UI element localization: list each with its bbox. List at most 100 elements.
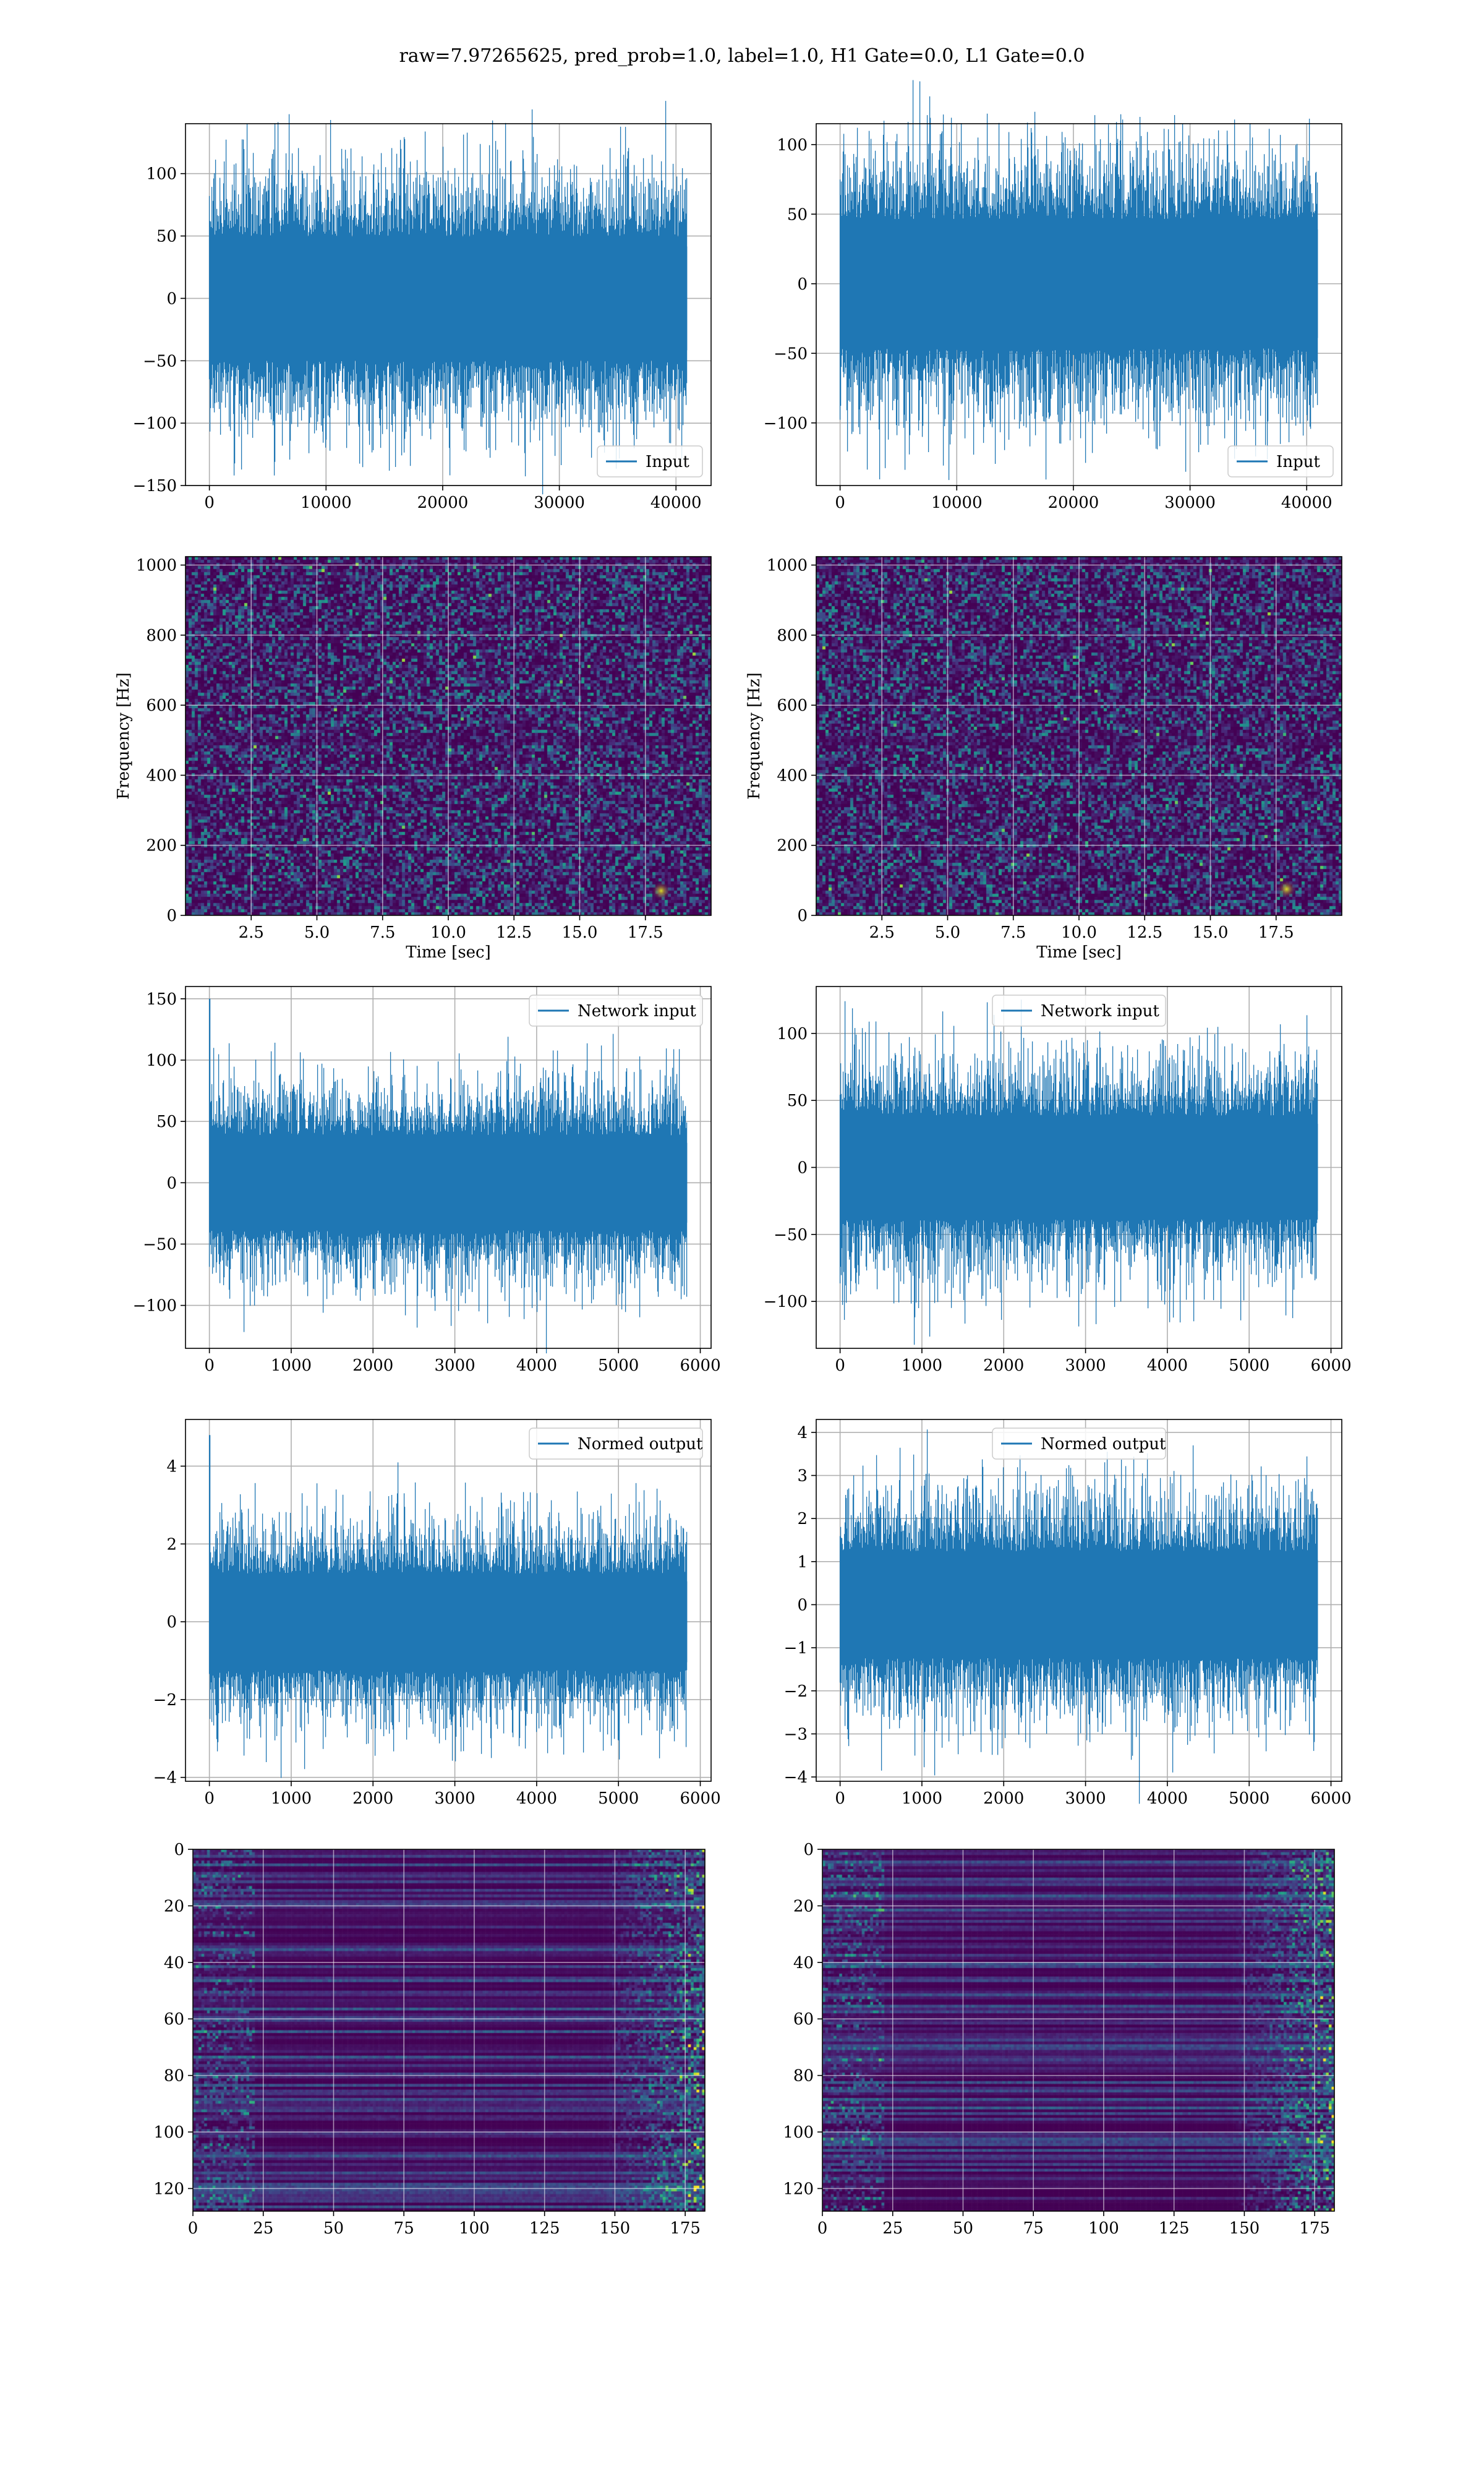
x-tick-label: 17.5 [1258, 923, 1294, 942]
x-tick-label: 75 [1023, 2219, 1044, 2238]
y-tick-label: 20 [164, 1897, 184, 1915]
axes-frame [185, 1419, 712, 1782]
series-line [208, 998, 688, 1354]
x-tick-label: 3000 [1065, 1356, 1106, 1375]
y-tick-label: 4 [166, 1457, 177, 1476]
x-tick-label: 0 [817, 2219, 828, 2238]
y-tick-label: 100 [146, 1051, 177, 1070]
x-tick-label: 100 [459, 2219, 490, 2238]
panel-input-h1: Input 0 10000 20000 30000 40000 −150 −100 −50 0 50… [133, 101, 712, 512]
x-tick-label: 150 [600, 2219, 631, 2238]
legend-box [529, 995, 703, 1027]
x-tick-label: 5000 [598, 1789, 639, 1808]
y-tick-label: 0 [166, 1174, 177, 1192]
y-tick-label: 100 [777, 1025, 808, 1043]
heatmap-canvas [822, 1849, 1334, 2211]
panel-feat-l1: 0 25 50 75 100 125 150 175 0 20 40 60 80 100 120 [783, 1841, 1335, 2238]
y-tick-label: 80 [793, 2067, 814, 2086]
x-tick-label: 100 [1088, 2219, 1119, 2238]
axes-frame [822, 1849, 1335, 2212]
y-tick-label: 40 [793, 1954, 814, 1972]
heatmap-image [193, 1849, 705, 2211]
y-tick-label: 800 [146, 627, 177, 645]
x-tick-label: 0 [835, 1356, 845, 1375]
x-tick-label: 2000 [983, 1789, 1024, 1808]
x-tick-label: 1000 [902, 1356, 942, 1375]
panel-spec-l1: 2.5 5.0 7.5 10.0 12.5 15.0 17.5 0 200 400 600 800 10… [745, 556, 1342, 962]
y-tick-label: 800 [777, 627, 808, 645]
legend-box [1227, 445, 1334, 477]
x-tick-label: 125 [1159, 2219, 1190, 2238]
y-tick-label: 20 [793, 1897, 814, 1915]
x-tick-label: 4000 [516, 1789, 557, 1808]
y-tick-label: 600 [146, 696, 177, 715]
legend-label: Input [646, 453, 689, 471]
panel-spec-h1: 2.5 5.0 7.5 10.0 12.5 15.0 17.5 0 200 400 600 800 10… [114, 556, 712, 962]
axes-frame [185, 123, 712, 486]
x-tick-label: 2000 [983, 1356, 1024, 1375]
y-tick-label: 60 [164, 2010, 184, 2029]
y-tick-label: −2 [153, 1691, 177, 1710]
y-tick-label: −150 [133, 477, 177, 495]
heatmap-canvas [193, 1849, 705, 2211]
x-tick-label: 3000 [434, 1356, 475, 1375]
panel-norm-l1: Normed output 0 1000 2000 3000 4000 5000 6000 −4… [784, 1419, 1352, 1808]
x-tick-label: 5000 [1229, 1356, 1269, 1375]
y-tick-label: 120 [783, 2180, 814, 2198]
y-tick-label: −100 [133, 414, 177, 433]
panel-norm-h1: Normed output 0 1000 2000 3000 4000 5000 6000 −4… [153, 1419, 721, 1808]
legend: Network input [992, 995, 1166, 1027]
legend: Network input [529, 995, 703, 1027]
y-tick-label: 50 [787, 1092, 808, 1110]
y-tick-label: 100 [153, 2123, 184, 2142]
y-tick-label: 50 [787, 205, 808, 224]
x-tick-label: 75 [394, 2219, 414, 2238]
x-tick-label: 2000 [352, 1356, 393, 1375]
y-tick-label: −2 [784, 1682, 808, 1701]
y-tick-label: 200 [146, 837, 177, 855]
y-tick-label: 0 [797, 1596, 808, 1614]
y-tick-label: −1 [784, 1639, 808, 1658]
series-line [208, 101, 688, 495]
x-tick-label: 0 [835, 494, 845, 512]
x-axis-label: Time [sec] [1036, 943, 1122, 962]
x-tick-label: 0 [204, 494, 215, 512]
y-tick-label: −50 [774, 1226, 808, 1244]
x-tick-label: 5000 [598, 1356, 639, 1375]
y-axis-label: Frequency [Hz] [114, 672, 133, 800]
y-tick-label: 400 [146, 766, 177, 785]
grid-lines [186, 557, 711, 916]
series-line [839, 999, 1318, 1345]
y-tick-label: 0 [797, 907, 808, 925]
y-tick-label: 0 [166, 907, 177, 925]
y-tick-label: −50 [143, 1235, 177, 1254]
legend: Input [597, 445, 703, 477]
x-tick-label: 175 [670, 2219, 701, 2238]
x-tick-label: 5.0 [935, 923, 960, 942]
x-tick-label: 50 [323, 2219, 344, 2238]
x-tick-label: 5.0 [304, 923, 330, 942]
y-tick-label: 0 [166, 1613, 177, 1632]
legend-label: Normed output [578, 1435, 703, 1453]
x-tick-label: 3000 [1065, 1789, 1106, 1808]
y-tick-label: 150 [146, 990, 177, 1009]
x-tick-label: 40000 [1281, 494, 1333, 512]
y-tick-label: −50 [774, 345, 808, 363]
x-tick-label: 2000 [352, 1789, 393, 1808]
y-tick-label: −4 [784, 1768, 808, 1787]
x-tick-label: 1000 [902, 1789, 942, 1808]
legend-box [992, 1427, 1166, 1460]
x-tick-label: 3000 [434, 1789, 475, 1808]
y-tick-label: 120 [153, 2180, 184, 2198]
x-tick-label: 6000 [1310, 1789, 1351, 1808]
x-tick-label: 7.5 [1000, 923, 1026, 942]
y-tick-label: −100 [764, 414, 808, 433]
series-line [208, 1435, 688, 1778]
y-tick-label: 0 [174, 1841, 184, 1859]
y-tick-label: −50 [143, 352, 177, 370]
x-tick-label: 6000 [680, 1356, 720, 1375]
series-line [839, 80, 1318, 481]
